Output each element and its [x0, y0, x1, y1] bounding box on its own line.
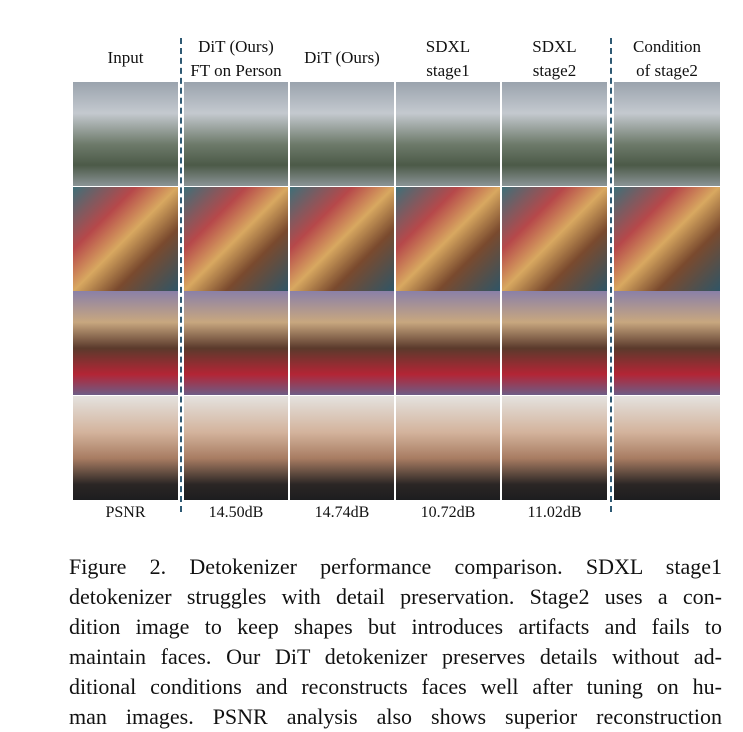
column-header: DiT (Ours)	[304, 48, 380, 67]
column-header: of stage2	[636, 61, 698, 80]
image-placeholder	[290, 291, 394, 395]
psnr-label: 11.02dB	[527, 504, 582, 521]
column-header: Input	[107, 48, 144, 67]
image-placeholder	[73, 82, 178, 186]
image-placeholder	[73, 187, 178, 291]
image-placeholder	[502, 396, 607, 500]
image-placeholder	[502, 82, 607, 186]
divider	[180, 38, 182, 512]
column-header: DiT (Ours)	[198, 37, 274, 56]
image-placeholder	[290, 187, 394, 291]
image-placeholder	[396, 396, 500, 500]
image-placeholder	[396, 291, 500, 395]
psnr-label: 10.72dB	[420, 504, 476, 521]
image-placeholder	[290, 396, 394, 500]
column-header: FT on Person	[190, 61, 282, 80]
image-placeholder	[502, 291, 607, 395]
image-placeholder	[184, 396, 288, 500]
caption-line: man images. PSNR analysis also shows sup…	[69, 704, 722, 729]
column-header: Condition	[632, 37, 701, 56]
psnr-label: PSNR	[105, 504, 146, 521]
image-placeholder	[396, 82, 500, 186]
caption-line: detokenizer struggles with detail preser…	[69, 584, 722, 609]
caption-line: maintain faces. Our DiT detokenizer pres…	[69, 644, 722, 669]
caption-line: dition image to keep shapes but introduc…	[69, 614, 722, 639]
image-placeholder	[184, 82, 288, 186]
image-placeholder	[290, 82, 394, 186]
column-header: stage2	[532, 61, 577, 80]
image-placeholder	[73, 291, 178, 395]
image-placeholder	[184, 291, 288, 395]
image-placeholder	[614, 291, 720, 395]
image-placeholder	[73, 396, 178, 500]
column-header: SDXL	[425, 37, 471, 56]
image-placeholder	[502, 187, 607, 291]
image-placeholder	[614, 396, 720, 500]
psnr-label: 14.74dB	[314, 504, 370, 521]
caption-line: Figure 2. Detokenizer performance compar…	[69, 554, 722, 579]
image-placeholder	[184, 187, 288, 291]
caption-line: ditional conditions and reconstructs fac…	[69, 674, 722, 699]
image-placeholder	[396, 187, 500, 291]
image-placeholder	[614, 82, 720, 186]
image-placeholder	[614, 187, 720, 291]
column-header: stage1	[426, 61, 470, 80]
psnr-label: 14.50dB	[208, 504, 264, 521]
divider	[610, 38, 612, 512]
column-header: SDXL	[532, 37, 577, 56]
